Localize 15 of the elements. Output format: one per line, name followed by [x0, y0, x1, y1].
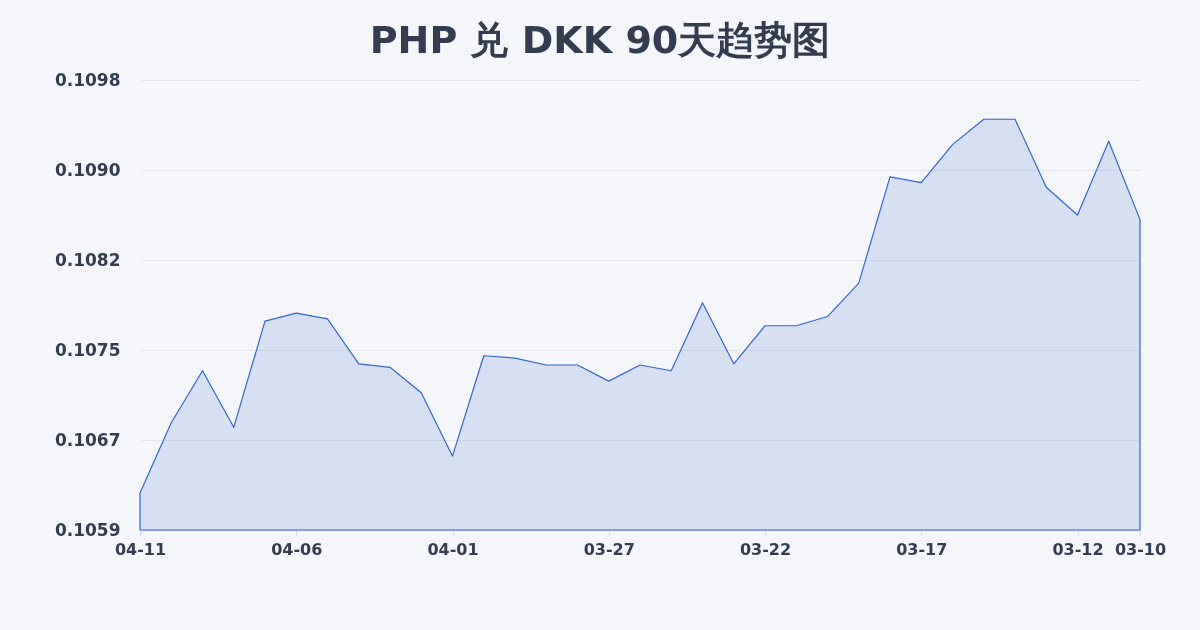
x-tick-label: 03-17: [896, 539, 948, 559]
x-tick-label: 03-27: [583, 539, 635, 559]
chart-title: PHP 兑 DKK 90天趋势图: [369, 18, 831, 62]
x-tick-label: 03-22: [739, 539, 792, 559]
x-tick-label: 04-06: [271, 539, 323, 559]
y-tick-label: 0.1090: [54, 159, 121, 180]
x-tick-label: 04-11: [114, 539, 167, 559]
y-tick-label: 0.1067: [54, 429, 121, 450]
x-tick-label: 03-10: [1114, 539, 1167, 559]
y-tick-label: 0.1059: [54, 519, 121, 540]
x-tick-label: 04-01: [427, 539, 479, 559]
y-tick-label: 0.1098: [54, 69, 121, 90]
y-tick-label: 0.1075: [54, 339, 121, 360]
x-tick-label: 03-12: [1052, 539, 1104, 559]
y-tick-label: 0.1082: [54, 249, 121, 270]
